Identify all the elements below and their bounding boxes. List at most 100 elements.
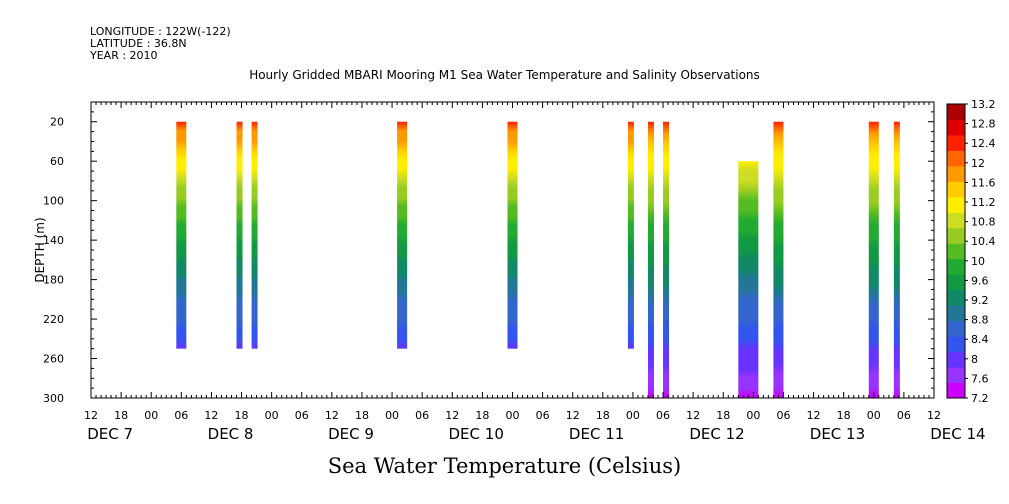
x-tick-label: 00: [626, 409, 640, 422]
x-tick-label: 06: [776, 409, 790, 422]
longitude-label: LONGITUDE : 122W(-122): [90, 25, 231, 38]
date-label: DEC 12: [689, 425, 744, 443]
colorbar-swatch: [947, 351, 965, 368]
y-tick-label: 140: [43, 234, 64, 247]
x-tick-label: 18: [114, 409, 128, 422]
profile-bar: [893, 121, 900, 398]
x-tick-label: 12: [686, 409, 700, 422]
x-tick-label: 12: [927, 409, 941, 422]
x-tick-label: 00: [265, 409, 279, 422]
date-label: DEC 11: [569, 425, 624, 443]
colorbar: 13.2 12.8 12.4 12 11.6 11.2 10.8 10.4 10 9.6 9.2 8.…: [946, 98, 996, 405]
y-tick-label: 20: [50, 116, 64, 129]
colorbar-label: 8: [971, 353, 978, 366]
colorbar-label: 10.4: [971, 235, 996, 248]
axis-ticks: [90, 101, 935, 399]
colorbar-frame: [946, 103, 966, 399]
colorbar-swatch: [947, 367, 965, 384]
profile-bar: [738, 161, 759, 398]
colorbar-label: 10.8: [971, 216, 996, 229]
colorbar-swatch: [947, 289, 965, 306]
colorbar-label: 11.2: [971, 196, 996, 209]
x-tick-label: 06: [656, 409, 670, 422]
colorbar-label: 11.6: [971, 176, 996, 189]
colorbar-swatch: [947, 104, 965, 120]
colorbar-swatch: [947, 212, 965, 229]
x-tick-label: 12: [445, 409, 459, 422]
profile-bar: [647, 121, 654, 398]
colorbar-label: 7.2: [971, 392, 989, 405]
colorbar-label: 9.2: [971, 294, 989, 307]
profile-bar: [176, 121, 187, 349]
date-label: DEC 8: [208, 425, 254, 443]
x-tick-label: 18: [596, 409, 610, 422]
date-label: DEC 9: [328, 425, 374, 443]
x-tick-label: 00: [144, 409, 158, 422]
x-tick-label: 18: [475, 409, 489, 422]
colorbar-swatch: [947, 305, 965, 322]
colorbar-swatch: [947, 150, 965, 167]
x-tick-label: 06: [536, 409, 550, 422]
x-tick-label: 06: [415, 409, 429, 422]
x-tick-label: 18: [235, 409, 249, 422]
date-label: DEC 13: [810, 425, 865, 443]
colorbar-label: 10: [971, 255, 985, 268]
profile-bar: [627, 121, 634, 349]
colorbar-swatch: [947, 382, 965, 399]
colorbar-swatch: [947, 336, 965, 353]
colorbar-label: 12: [971, 157, 985, 170]
x-tick-label: 06: [897, 409, 911, 422]
colorbar-swatch: [947, 181, 965, 198]
x-tick-label: 12: [84, 409, 98, 422]
y-tick-label: 100: [43, 195, 64, 208]
y-tick-label: 300: [43, 392, 64, 405]
x-axis-title: Sea Water Temperature (Celsius): [327, 454, 682, 478]
x-tick-label: 00: [867, 409, 881, 422]
colorbar-swatch: [947, 196, 965, 213]
y-tick-label: 260: [43, 353, 64, 366]
profile-bar: [236, 121, 243, 349]
x-tick-label: 12: [204, 409, 218, 422]
colorbar-label: 12.4: [971, 137, 996, 150]
colorbar-swatch: [947, 227, 965, 244]
x-tick-label: 06: [295, 409, 309, 422]
colorbar-swatch: [947, 320, 965, 337]
x-tick-label: 12: [325, 409, 339, 422]
x-tick-label: 12: [807, 409, 821, 422]
colorbar-label: 8.8: [971, 314, 989, 327]
date-label: DEC 14: [930, 425, 985, 443]
y-tick-label: 180: [43, 274, 64, 287]
colorbar-swatch: [947, 243, 965, 260]
x-tick-label: 06: [174, 409, 188, 422]
colorbar-swatch: [947, 274, 965, 291]
colorbar-label: 13.2: [971, 98, 996, 111]
colorbar-label: 8.4: [971, 333, 989, 346]
axis-labels: 12 18 00 06 12 18 00 06 12 18 00 06 12 18 00 06 12 18 00 06…: [43, 116, 986, 443]
profile-bar: [397, 121, 408, 349]
profile-bars: [176, 121, 900, 398]
colorbar-label: 12.8: [971, 118, 996, 131]
x-tick-label: 18: [716, 409, 730, 422]
x-tick-label: 00: [746, 409, 760, 422]
colorbar-label: 9.6: [971, 274, 989, 287]
x-tick-label: 00: [385, 409, 399, 422]
profile-bar: [868, 121, 879, 398]
profile-bar: [507, 121, 518, 349]
latitude-label: LATITUDE : 36.8N: [90, 37, 187, 50]
date-label: DEC 10: [449, 425, 504, 443]
colorbar-swatch: [947, 134, 965, 151]
colorbar-label: 7.6: [971, 372, 989, 385]
y-tick-label: 60: [50, 155, 64, 168]
profile-bar: [773, 121, 784, 398]
chart-title: Hourly Gridded MBARI Mooring M1 Sea Wate…: [249, 68, 760, 82]
date-label: DEC 7: [87, 425, 133, 443]
colorbar-swatch: [947, 165, 965, 182]
profile-bar: [663, 121, 670, 398]
x-tick-label: 12: [566, 409, 580, 422]
year-label: YEAR : 2010: [90, 49, 158, 62]
profile-bar: [251, 121, 258, 349]
x-tick-label: 00: [506, 409, 520, 422]
y-axis-title: DEPTH (m): [33, 217, 47, 282]
x-tick-label: 18: [355, 409, 369, 422]
